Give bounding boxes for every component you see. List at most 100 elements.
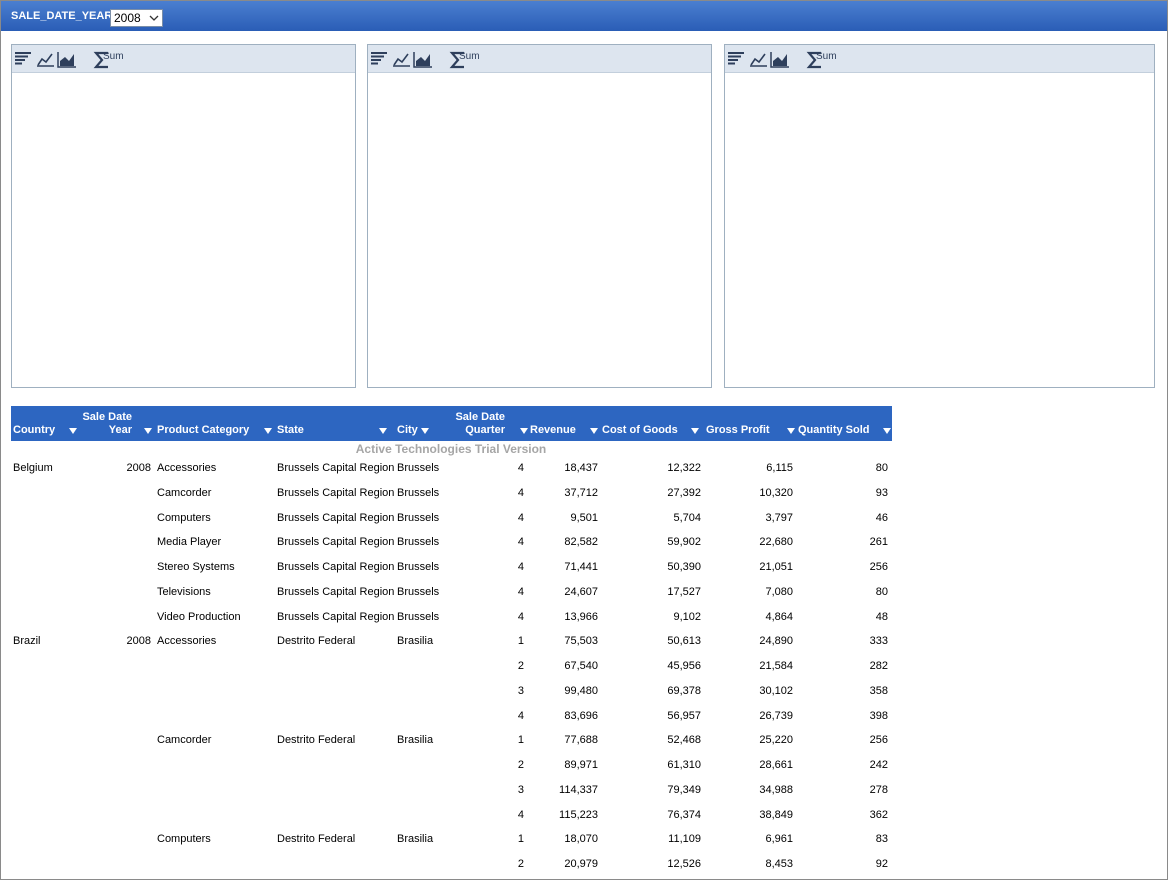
toolbar-sum-label: Sum xyxy=(103,51,124,62)
column-header: Sale Date Quarter xyxy=(455,411,505,436)
table-cell: 27,392 xyxy=(667,486,701,499)
table-cell: 22,680 xyxy=(759,536,793,549)
table-cell: 24,890 xyxy=(759,635,793,648)
table-cell: 9,501 xyxy=(570,511,598,524)
sum-icon xyxy=(449,51,464,69)
table-cell: 12,526 xyxy=(667,858,701,870)
table-cell: 7,080 xyxy=(765,585,793,598)
watermark: Active Technologies Trial Version xyxy=(355,442,547,456)
column-header: Product Category xyxy=(157,424,250,436)
table-cell: 1 xyxy=(517,734,524,747)
table-cell: 79,349 xyxy=(667,783,701,796)
toolbar-icons[interactable] xyxy=(368,45,493,72)
area-icon xyxy=(60,54,74,66)
table-cell: Brussels Capital Region xyxy=(277,610,395,623)
table-cell: 69,378 xyxy=(667,684,701,697)
area-icon xyxy=(416,54,430,66)
sum-icon xyxy=(93,51,108,69)
toolbar-sum-label: Sum xyxy=(459,51,480,62)
table-cell: 4 xyxy=(517,462,524,474)
table-cell: 83,696 xyxy=(564,709,598,722)
table-cell: Destrito Federal xyxy=(277,635,356,648)
table-cell: Brussels Capital Region xyxy=(277,486,395,499)
table-cell: 21,051 xyxy=(759,561,793,573)
table-cell: 24,607 xyxy=(564,585,598,598)
table-cell: Brussels xyxy=(397,610,440,623)
table-cell: 82,582 xyxy=(564,536,598,549)
table-cell: 3 xyxy=(517,783,524,796)
sort-arrow xyxy=(379,428,387,434)
sort-arrow xyxy=(69,428,77,434)
table-cell: 256 xyxy=(869,561,888,573)
table-cell: 80 xyxy=(875,585,888,598)
year-select-value: 2008 xyxy=(114,11,141,25)
toolbar-icons[interactable] xyxy=(12,45,137,72)
table-cell: Brussels xyxy=(397,511,440,524)
table-cell: 4 xyxy=(517,511,524,524)
table-cell: 30,102 xyxy=(759,684,793,697)
table-cell: 4 xyxy=(517,808,524,821)
toolbar: Sum xyxy=(368,45,711,73)
table-cell: 9,102 xyxy=(673,610,701,623)
column-header: City xyxy=(397,424,418,436)
table-cell: 75,503 xyxy=(564,635,598,648)
table-cell: Camcorder xyxy=(157,734,212,747)
trend-icon xyxy=(37,53,53,66)
table-cell: 28,661 xyxy=(759,759,793,771)
year-select[interactable]: 2008 xyxy=(110,9,163,27)
table-cell: 4 xyxy=(517,486,524,499)
toolbar: Sum xyxy=(725,45,1154,73)
table-cell: Brussels xyxy=(397,585,440,598)
table-cell: Stereo Systems xyxy=(157,561,235,573)
column-header: Sale Date Year xyxy=(82,411,132,436)
table-cell: 242 xyxy=(869,759,888,771)
chart-panel: Sum xyxy=(724,44,1155,388)
table-cell: 4 xyxy=(517,561,524,573)
table-cell: 67,540 xyxy=(564,660,598,672)
table-header: Country Sale Date Year Product Category Sta… xyxy=(11,406,892,441)
area-icon xyxy=(413,52,432,68)
table-cell: 59,902 xyxy=(667,536,701,549)
table-cell: 261 xyxy=(869,536,888,549)
sort-arrow xyxy=(883,428,891,434)
table-cell: 114,337 xyxy=(559,783,598,796)
table-cell: Televisions xyxy=(157,585,211,598)
table-cell: 2008 xyxy=(126,635,151,648)
sort-arrow xyxy=(144,428,152,434)
table-cell: 5,704 xyxy=(673,511,701,524)
sort-arrow xyxy=(590,428,598,434)
table-cell: Brasilia xyxy=(397,833,434,846)
table-cell: 4 xyxy=(517,585,524,598)
table-cell: 25,220 xyxy=(759,734,793,747)
table-cell: 61,310 xyxy=(667,759,701,771)
table-cell: 115,223 xyxy=(559,808,598,821)
table-cell: 52,468 xyxy=(667,734,701,747)
table-cell: 2008 xyxy=(126,462,151,474)
table-cell: 6,961 xyxy=(765,833,793,846)
sort-arrow xyxy=(787,428,795,434)
table-cell: 4 xyxy=(517,536,524,549)
chart-panel: Sum xyxy=(367,44,712,388)
table-cell: 20,979 xyxy=(564,858,598,870)
table-cell: 46 xyxy=(875,511,888,524)
table-cell: 398 xyxy=(869,709,888,722)
table-cell: 26,739 xyxy=(759,709,793,722)
column-header: State xyxy=(277,424,304,436)
table-cell: 99,480 xyxy=(564,684,598,697)
table-cell: 4 xyxy=(517,610,524,623)
table-cell: 1 xyxy=(517,833,524,846)
table-cell: Belgium xyxy=(13,462,53,474)
table-cell: 56,957 xyxy=(667,709,701,722)
table-cell: 89,971 xyxy=(564,759,598,771)
table-cell: 3 xyxy=(517,684,524,697)
table-cell: 80 xyxy=(875,462,888,474)
sum-icon xyxy=(806,51,821,69)
filter-bar: SALE_DATE_YEAR 2008 xyxy=(1,1,1167,31)
table-cell: Brussels Capital Region xyxy=(277,561,395,573)
table-cell: Brussels Capital Region xyxy=(277,511,395,524)
table-cell: 21,584 xyxy=(759,660,793,672)
data-table: Country Sale Date Year Product Category Sta… xyxy=(11,406,892,876)
toolbar-icons[interactable] xyxy=(725,45,850,72)
table-cell: 18,437 xyxy=(564,462,598,474)
table-cell: 45,956 xyxy=(667,660,701,672)
